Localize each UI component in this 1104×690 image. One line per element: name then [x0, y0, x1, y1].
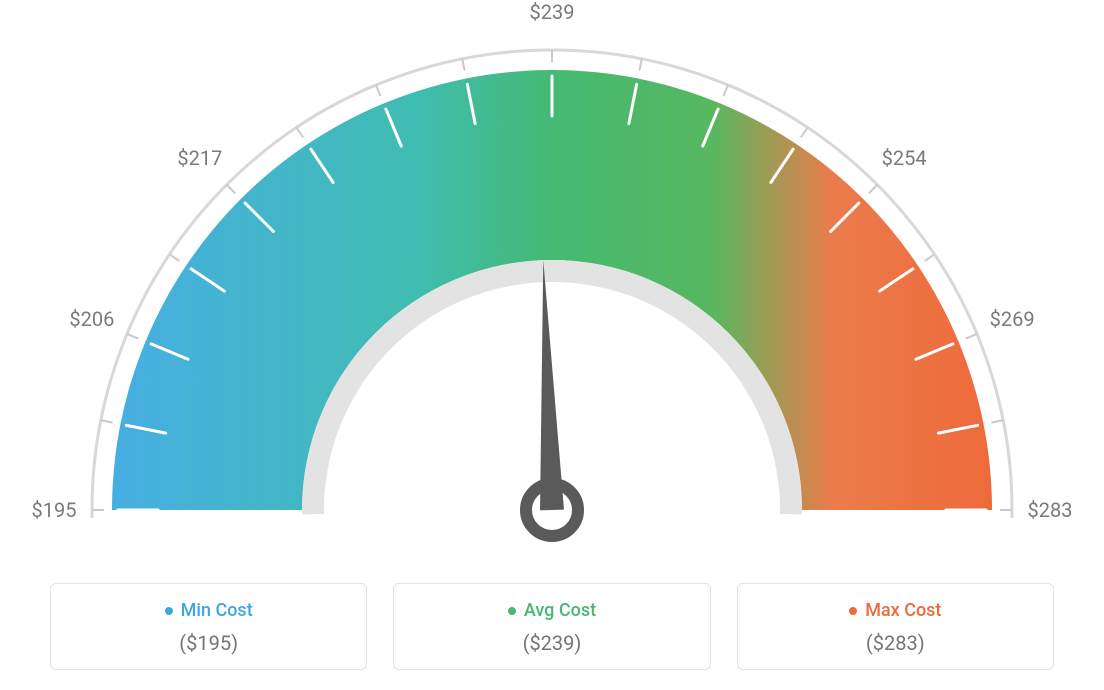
- dot-icon: [165, 607, 173, 615]
- legend-title-text: Max Cost: [865, 600, 941, 621]
- legend-value-max: ($283): [748, 631, 1043, 655]
- gauge-tick-label: $217: [177, 146, 222, 170]
- dot-icon: [508, 607, 516, 615]
- legend-card-avg: Avg Cost ($239): [393, 583, 710, 671]
- legend-value-avg: ($239): [404, 631, 699, 655]
- legend-title-avg: Avg Cost: [508, 600, 596, 621]
- gauge-tick-label: $195: [32, 498, 77, 522]
- dot-icon: [849, 607, 857, 615]
- gauge-tick-label: $269: [990, 307, 1035, 331]
- legend-title-min: Min Cost: [165, 600, 253, 621]
- legend-row: Min Cost ($195) Avg Cost ($239) Max Cost…: [50, 583, 1054, 671]
- gauge-tick-label: $283: [1028, 498, 1073, 522]
- legend-title-text: Min Cost: [181, 600, 253, 621]
- cost-gauge: $195 $206 $217 $239 $254 $269 $283: [0, 0, 1104, 560]
- legend-card-min: Min Cost ($195): [50, 583, 367, 671]
- legend-title-max: Max Cost: [849, 600, 941, 621]
- gauge-svg: [0, 0, 1104, 560]
- legend-title-text: Avg Cost: [524, 600, 596, 621]
- gauge-tick-label: $239: [530, 0, 575, 24]
- legend-value-min: ($195): [61, 631, 356, 655]
- legend-card-max: Max Cost ($283): [737, 583, 1054, 671]
- gauge-tick-label: $254: [882, 146, 927, 170]
- gauge-tick-label: $206: [69, 307, 114, 331]
